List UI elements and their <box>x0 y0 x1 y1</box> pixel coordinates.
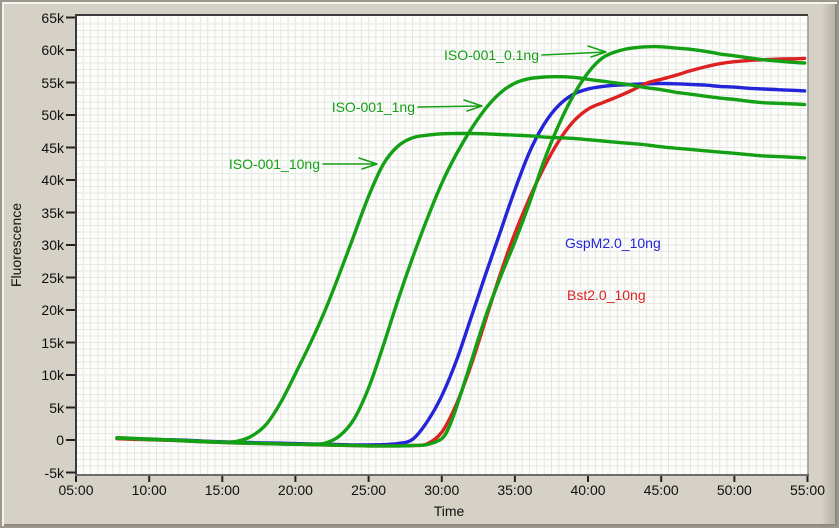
x-axis-ticks <box>75 476 809 482</box>
y-tick-label: 65k <box>41 9 64 26</box>
annotation-arrow-2 <box>541 45 607 58</box>
x-axis-title: Time <box>433 503 465 519</box>
y-tick-label: 60k <box>41 42 64 58</box>
legend-gspm2-10ng: GspM2.0_10ng <box>565 235 661 251</box>
annotation-arrow-0 <box>322 157 378 170</box>
y-tick-label: 35k <box>41 204 64 221</box>
y-axis-title: Fluorescence <box>8 202 24 288</box>
grid-lines <box>77 17 807 474</box>
y-axis-ticks <box>66 16 75 474</box>
x-tick-label: 50:00 <box>716 482 752 498</box>
y-tick-label: 0 <box>56 432 64 448</box>
y-tick-label: 15k <box>41 334 64 351</box>
x-tick-label: 55:00 <box>789 482 826 498</box>
x-tick-label: 10:00 <box>131 482 167 498</box>
annotation-arrow-1 <box>417 99 483 112</box>
y-tick-label: 45k <box>41 139 64 156</box>
x-tick-label: 35:00 <box>497 482 533 498</box>
x-tick-label: 05:00 <box>58 482 94 498</box>
y-tick-label: 20k <box>41 302 64 318</box>
y-tick-label: 25k <box>41 269 64 286</box>
y-tick-label: 30k <box>41 237 64 253</box>
series-ISO-001_0.1ng <box>115 44 807 448</box>
x-tick-label: 30:00 <box>424 482 460 498</box>
annotation-iso-001-10ng: ISO-001_10ng <box>228 156 320 172</box>
plot-border-topleft <box>75 14 808 475</box>
legend-bst2-10ng: Bst2.0_10ng <box>567 287 646 303</box>
x-tick-label: 15:00 <box>204 482 240 498</box>
y-tick-label: 55k <box>41 74 64 91</box>
annotation-iso-001-1ng: ISO-001_1ng <box>331 99 415 115</box>
y-tick-label: 50k <box>41 107 64 123</box>
x-tick-label: 40:00 <box>570 482 606 498</box>
x-tick-label: 25:00 <box>351 482 387 498</box>
x-tick-label: 45:00 <box>643 482 679 498</box>
x-tick-label: 20:00 <box>277 482 313 498</box>
annotation-iso-001-0p1ng: ISO-001_0.1ng <box>444 47 539 63</box>
y-tick-label: 10k <box>41 367 64 383</box>
y-tick-label: -5k <box>44 464 64 481</box>
y-tick-label: 40k <box>41 172 64 188</box>
y-tick-label: 5k <box>49 399 64 416</box>
